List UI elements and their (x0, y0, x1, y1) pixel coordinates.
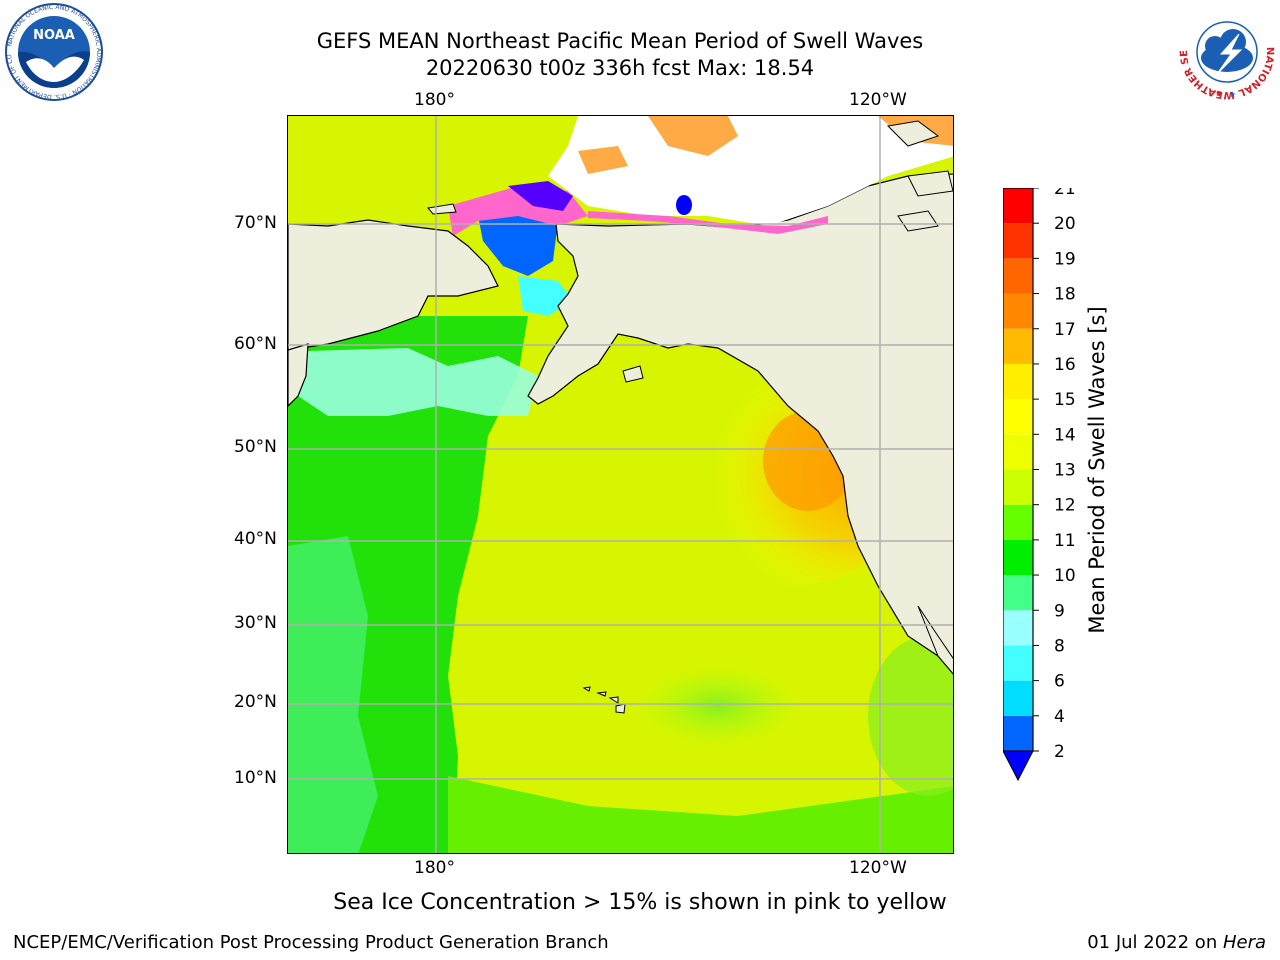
lat-label-50n: 50°N (234, 437, 277, 457)
colorbar-band (1003, 680, 1033, 716)
lon-label-bottom-180: 180° (414, 858, 455, 878)
colorbar-tick-label: 17 (1054, 320, 1076, 340)
colorbar-label: Mean Period of Swell Waves [s] (1085, 306, 1109, 634)
arctic-ice-white (548, 116, 953, 226)
colorbar-band (1003, 363, 1033, 400)
lat-label-70n: 70°N (234, 213, 277, 233)
chart-title-line1: GEFS MEAN Northeast Pacific Mean Period … (316, 29, 924, 53)
colorbar-tick-label: 8 (1054, 636, 1065, 656)
footer-machine: Hera (1222, 932, 1266, 953)
north-america-land (527, 173, 953, 675)
colorbar-tick-label: 14 (1054, 425, 1076, 445)
colorbar-band (1003, 715, 1033, 751)
footer-credit: NCEP/EMC/Verification Post Processing Pr… (13, 932, 609, 953)
colorbar-tick-label: 15 (1054, 390, 1076, 410)
east-green-patch (868, 636, 953, 796)
arctic-ice-orange-2 (578, 146, 628, 174)
sea-ice-purple-region (508, 181, 573, 211)
colorbar-band (1003, 575, 1033, 611)
colorbar-tick-label: 20 (1054, 214, 1076, 234)
noaa-logo-text: NOAA (33, 28, 75, 43)
arctic-ice-blue-spot (676, 195, 692, 215)
colorbar-band (1003, 469, 1033, 505)
siberia-land (288, 219, 499, 351)
colorbar-tick-label: 16 (1054, 355, 1076, 375)
colorbar-band (1003, 328, 1033, 364)
lat-label-20n: 20°N (234, 692, 277, 712)
colorbar-band (1003, 610, 1033, 646)
colorbar-tick-label: 12 (1054, 496, 1076, 516)
lon-label-top-180: 180° (414, 90, 455, 110)
map-gridlines (288, 116, 953, 853)
svg-text:★: ★ (1215, 89, 1222, 98)
swell-period-map (287, 115, 954, 854)
west-light-green-region (288, 536, 378, 853)
lon-label-bottom-120w: 120°W (849, 858, 907, 878)
lat-label-60n: 60°N (234, 334, 277, 354)
colorbar-band (1003, 539, 1033, 576)
south-green-band (448, 776, 953, 853)
colorbar-band (1003, 399, 1033, 435)
hawaii-islands (582, 686, 626, 714)
lat-label-10n: 10°N (234, 768, 277, 788)
colorbar-band (1003, 293, 1033, 329)
colorbar-tick-label: 9 (1054, 601, 1065, 621)
svg-text:★: ★ (1229, 90, 1236, 99)
lon-label-top-120w: 120°W (849, 90, 907, 110)
lat-label-30n: 30°N (234, 613, 277, 633)
colorbar-tick-label: 13 (1054, 461, 1076, 481)
colorbar-tick-label: 6 (1054, 672, 1065, 692)
footer-date: 01 Jul 2022 (1087, 932, 1190, 953)
baja-peninsula (917, 605, 953, 675)
colorbar-band (1003, 188, 1033, 224)
nws-logo: NATIONAL WEATHER SERVICE ★ ★ (1177, 2, 1275, 100)
colorbar-tick-label: 18 (1054, 285, 1076, 305)
colorbar-tick-label: 10 (1054, 566, 1076, 586)
chart-title-line2: 20220630 t00z 336h fcst Max: 18.54 (425, 56, 815, 80)
colorbar: 2 4 6 8 9 10 11 12 13 14 15 16 17 18 19 20 21 (1003, 188, 1076, 782)
kodiak-island (622, 365, 644, 383)
footer-on: on (1189, 932, 1223, 953)
colorbar-band (1003, 645, 1033, 681)
colorbar-under-triangle (1003, 750, 1034, 782)
arctic-ice-pink-edge (588, 211, 828, 234)
strait-blue-region (478, 211, 558, 276)
colorbar-tick-label: 2 (1054, 742, 1065, 762)
siberia-islands (427, 203, 457, 215)
colorbar-tick-label: 19 (1054, 249, 1076, 269)
arctic-islands (886, 120, 953, 232)
colorbar-band (1003, 223, 1033, 259)
colorbar-band (1003, 258, 1033, 294)
colorbar-tick-label: 4 (1054, 707, 1065, 727)
footer-timestamp: 01 Jul 2022 on Hera (1087, 932, 1266, 953)
colorbar-band (1003, 434, 1033, 470)
colorbar-tick-label: 11 (1054, 531, 1076, 551)
arctic-ice-orange-1 (648, 116, 738, 156)
noaa-logo: NATIONAL OCEANIC AND ATMOSPHERIC ADMINIS… (4, 2, 103, 101)
bering-cyan-region (298, 348, 538, 416)
midpacific-green-patch (638, 666, 798, 746)
colorbar-tick-label: 21 (1054, 188, 1076, 199)
lat-label-40n: 40°N (234, 529, 277, 549)
sea-ice-caption: Sea Ice Concentration > 15% is shown in … (333, 890, 947, 915)
colorbar-band (1003, 504, 1033, 540)
